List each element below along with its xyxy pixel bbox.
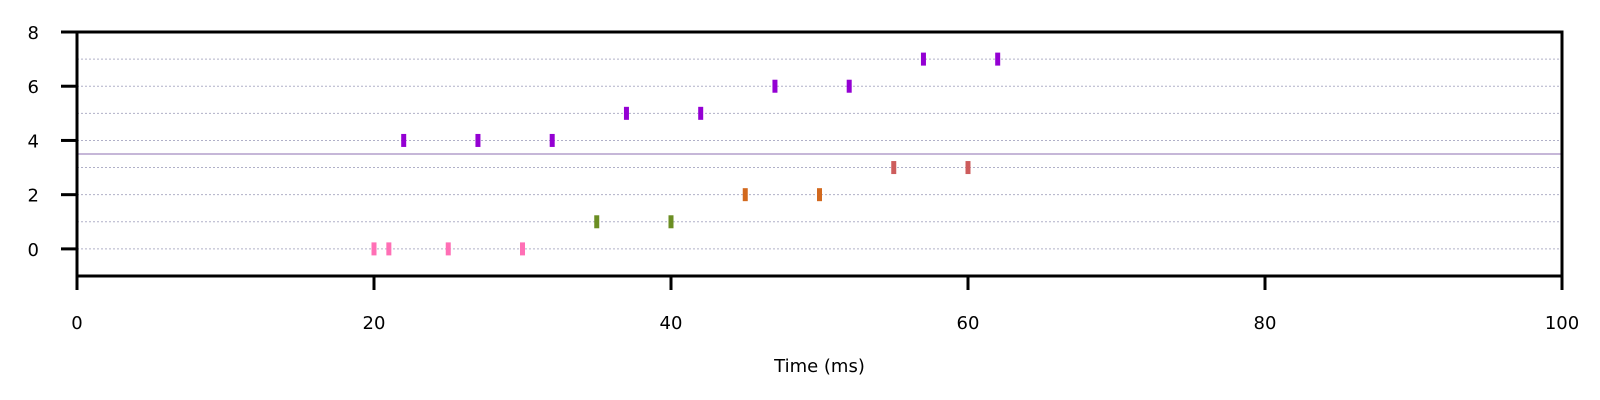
spike-mark <box>742 188 748 202</box>
spike-mark <box>623 106 629 120</box>
spike-mark <box>698 106 704 120</box>
x-tick-label: 80 <box>1254 313 1277 334</box>
x-tick-label: 60 <box>957 313 980 334</box>
spike-mark <box>995 52 1001 66</box>
x-tick-label: 0 <box>71 313 82 334</box>
spike-mark <box>965 161 971 175</box>
y-tick-label: 4 <box>28 131 39 152</box>
spike-marks <box>371 52 1001 256</box>
plot-frame <box>75 30 1564 278</box>
x-tick-label: 40 <box>660 313 683 334</box>
spike-mark <box>817 188 822 202</box>
spike-mark <box>475 133 481 147</box>
spike-mark <box>891 161 897 175</box>
spike-mark <box>371 242 377 256</box>
spike-mark <box>846 79 852 93</box>
x-tick-label: 100 <box>1545 313 1579 334</box>
x-tick-label: 20 <box>363 313 386 334</box>
spike-mark <box>772 79 778 93</box>
x-axis-title: Time (ms) <box>773 356 865 377</box>
spike-mark <box>668 215 674 229</box>
spike-mark <box>401 133 407 147</box>
y-tick-label: 8 <box>28 23 39 44</box>
spike-mark <box>549 133 555 147</box>
grid-layer <box>77 58 1562 250</box>
spike-mark <box>594 215 600 229</box>
y-axis: 0 2 4 6 8 <box>28 23 77 261</box>
spike-mark <box>520 242 525 256</box>
spike-mark <box>386 242 392 256</box>
spike-mark <box>920 52 926 66</box>
y-tick-label: 0 <box>28 240 39 261</box>
y-tick-label: 2 <box>28 186 39 207</box>
x-axis: 0 20 40 60 80 100 <box>71 276 1579 334</box>
y-tick-label: 6 <box>28 77 39 98</box>
spike-mark <box>445 242 451 256</box>
